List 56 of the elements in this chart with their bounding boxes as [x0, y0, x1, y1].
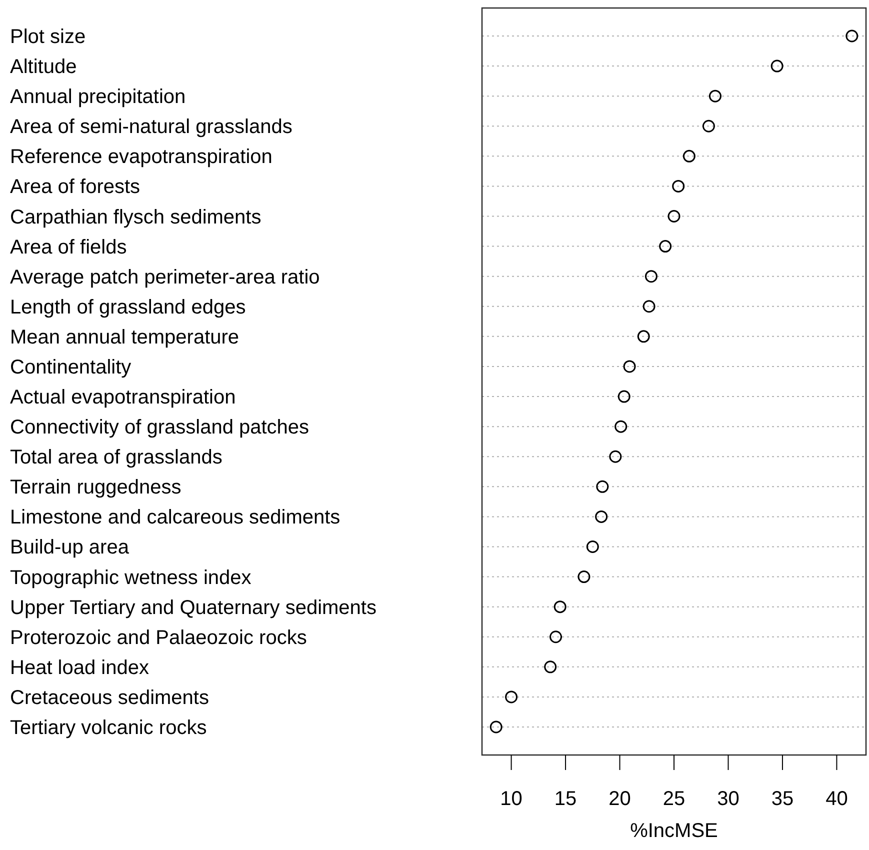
point	[609, 450, 622, 463]
y-tick-label: Actual evapotranspiration	[10, 386, 236, 409]
point	[490, 720, 502, 734]
x-tick-label: 20	[608, 788, 631, 810]
point	[595, 510, 608, 523]
y-tick-label: Length of grassland edges	[10, 296, 246, 318]
point	[554, 600, 566, 614]
point	[578, 570, 590, 584]
y-tick-label: Limestone and calcareous sediments	[10, 506, 340, 529]
point	[614, 420, 628, 433]
y-tick-label: Connectivity of grassland patches	[10, 416, 310, 439]
point	[702, 120, 715, 132]
y-tick-label: Plot size	[10, 26, 86, 48]
y-tick-label: Area of semi-natural grasslands	[10, 116, 292, 138]
x-tick-label: 10	[500, 788, 522, 810]
y-tick-label: Altitude	[10, 56, 77, 78]
point	[770, 60, 784, 72]
y-tick-label: Average patch perimeter-area ratio	[10, 266, 320, 288]
y-tick-label: Heat load index	[10, 656, 149, 679]
point	[659, 240, 672, 253]
y-tick-label: Reference evapotranspiration	[10, 146, 272, 168]
x-axis-title: %IncMSE	[630, 820, 718, 842]
point	[586, 540, 599, 553]
x-tick-label: 40	[826, 788, 848, 810]
point	[642, 300, 656, 313]
point	[618, 390, 630, 403]
x-tick-label: 35	[771, 788, 794, 810]
y-tick-label: Build-up area	[10, 536, 130, 559]
y-tick-label: Area of forests	[10, 176, 140, 198]
y-tick-label: Topographic wetness index	[10, 566, 252, 589]
point	[644, 270, 658, 283]
y-tick-label: Proterozoic and Palaeozoic rocks	[10, 626, 307, 649]
y-tick-label: Area of fields	[10, 236, 127, 258]
point	[846, 30, 858, 42]
y-tick-label: Terrain ruggedness	[10, 476, 182, 499]
point	[637, 330, 650, 343]
point	[623, 360, 636, 373]
y-tick-label: Cretaceous sediments	[10, 686, 209, 709]
y-tick-label: Total area of grasslands	[10, 446, 222, 469]
y-tick-label: Upper Tertiary and Quaternary sediments	[10, 596, 376, 619]
y-tick-label: Annual precipitation	[10, 86, 186, 108]
x-tick-label: 15	[554, 788, 577, 810]
y-tick-label: Carpathian flysch sediments	[10, 206, 262, 228]
point	[682, 150, 696, 162]
point	[544, 660, 557, 674]
point	[708, 90, 722, 102]
x-tick-label: 25	[662, 788, 686, 810]
y-tick-label: Mean annual temperature	[10, 326, 240, 348]
point	[596, 480, 609, 493]
point	[668, 210, 680, 223]
point	[505, 690, 518, 704]
y-tick-label: Tertiary volcanic rocks	[10, 717, 207, 739]
point	[550, 630, 562, 644]
point	[672, 180, 685, 192]
y-tick-label: Continentality	[10, 356, 132, 378]
x-tick-label: 30	[717, 788, 740, 810]
